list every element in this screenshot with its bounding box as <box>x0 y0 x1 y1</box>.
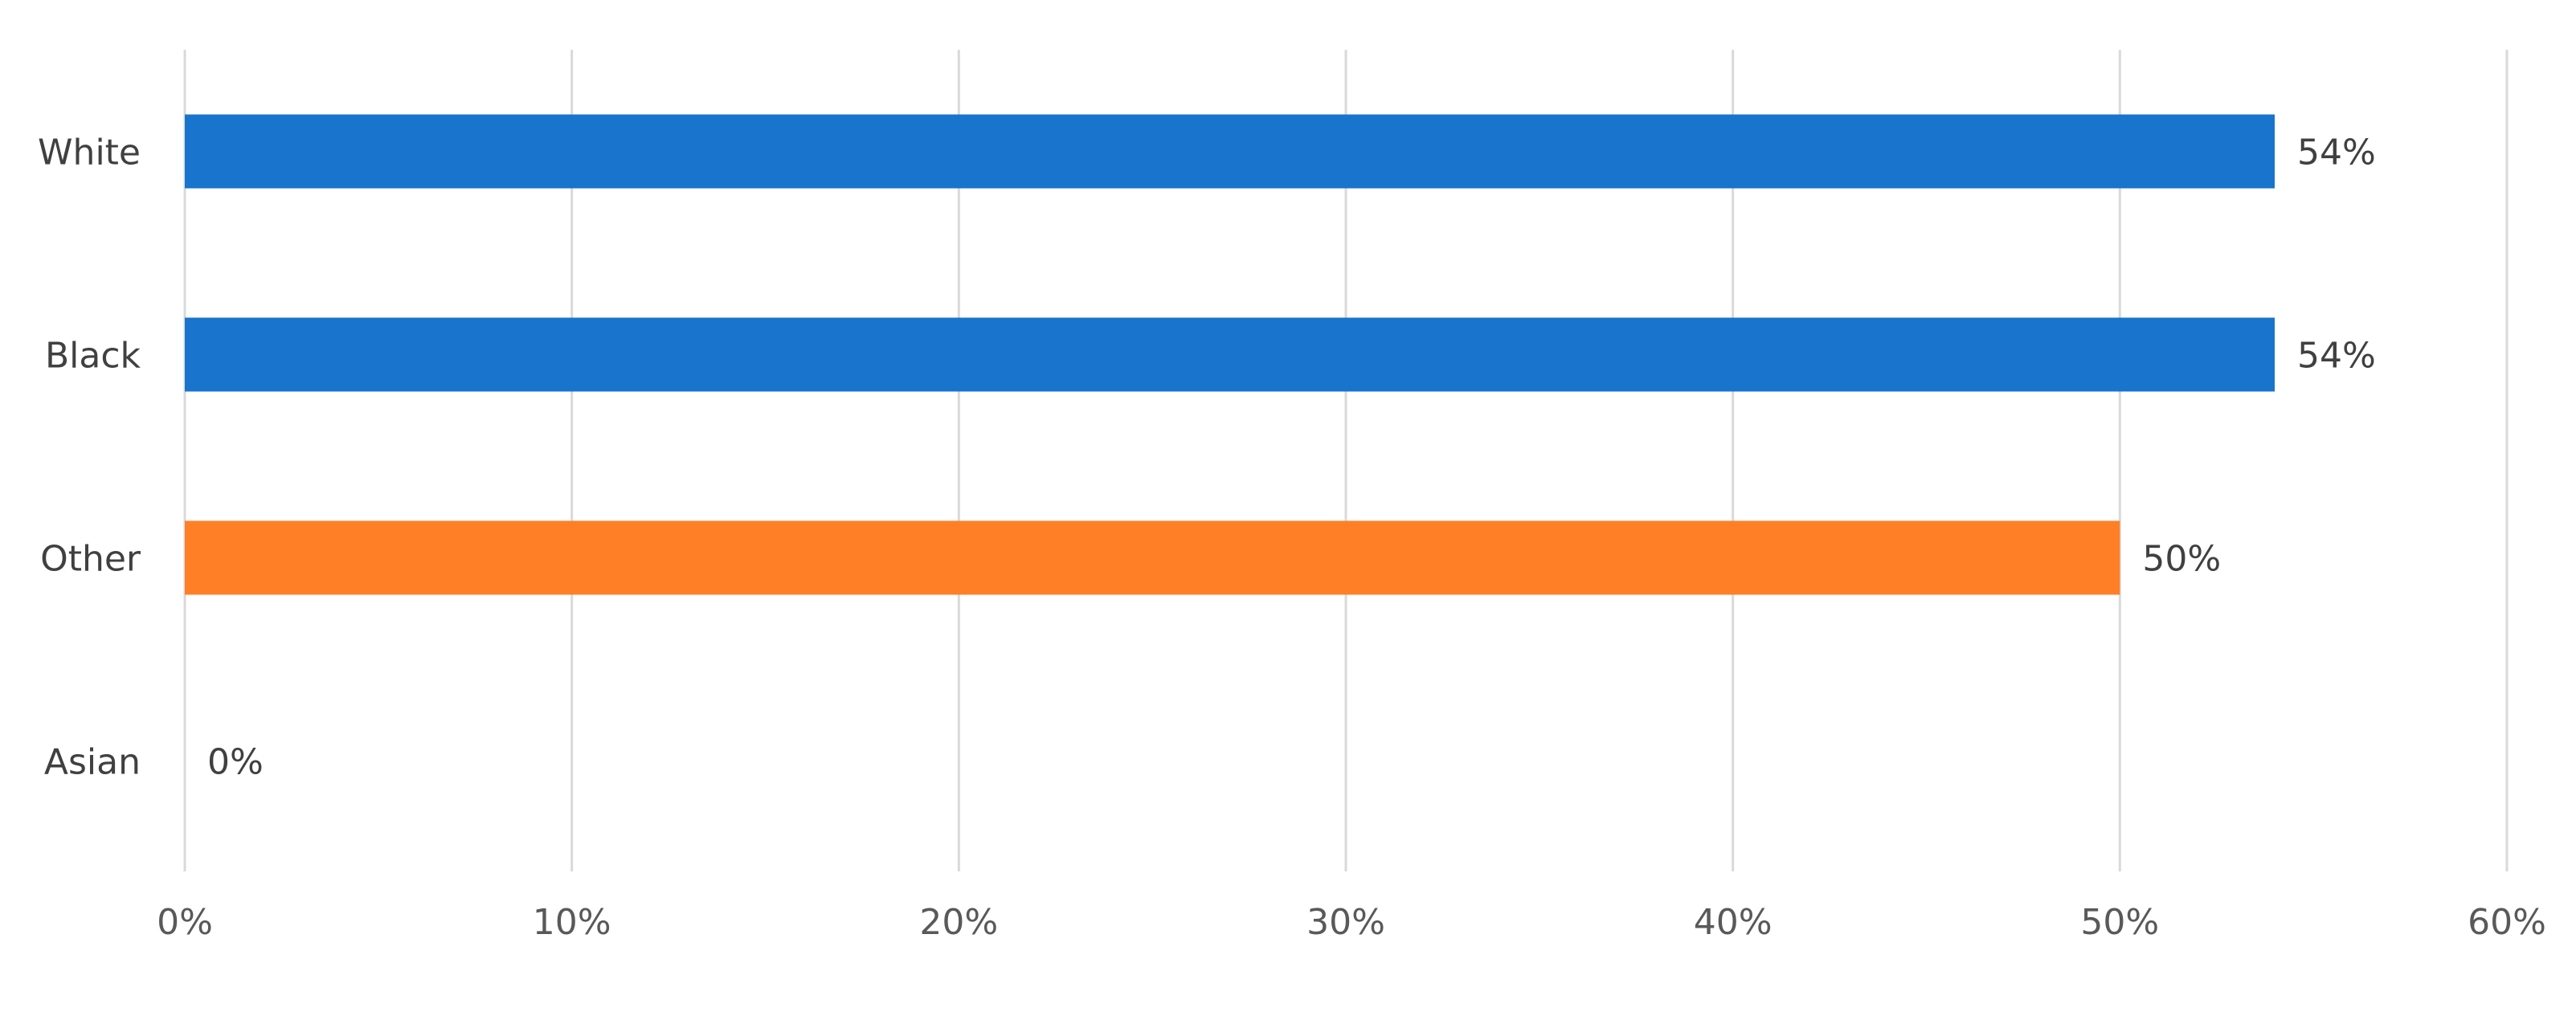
bar-other <box>185 520 2120 595</box>
x-tick-label: 10% <box>533 902 611 943</box>
x-tick-label: 20% <box>919 902 998 943</box>
x-tick-label: 60% <box>2468 902 2546 943</box>
category-label-white: White <box>38 133 141 173</box>
bars <box>185 114 2275 595</box>
category-label-black: Black <box>45 336 141 377</box>
data-label-asian: 0% <box>207 742 264 783</box>
x-tick-label: 0% <box>157 902 213 943</box>
data-label-black: 54% <box>2297 336 2376 377</box>
labels: 0% 10% 20% 30% 40% 50% 60% White 54% Black 54% Othe… <box>38 133 2546 944</box>
x-tick-label: 40% <box>1694 902 1773 943</box>
bar-white <box>185 114 2275 189</box>
x-tick-label: 30% <box>1306 902 1385 943</box>
category-label-asian: Asian <box>44 742 141 783</box>
category-label-other: Other <box>40 539 141 580</box>
data-label-other: 50% <box>2142 539 2221 580</box>
x-tick-label: 50% <box>2080 902 2159 943</box>
data-label-white: 54% <box>2297 133 2376 173</box>
bar-black <box>185 317 2275 392</box>
